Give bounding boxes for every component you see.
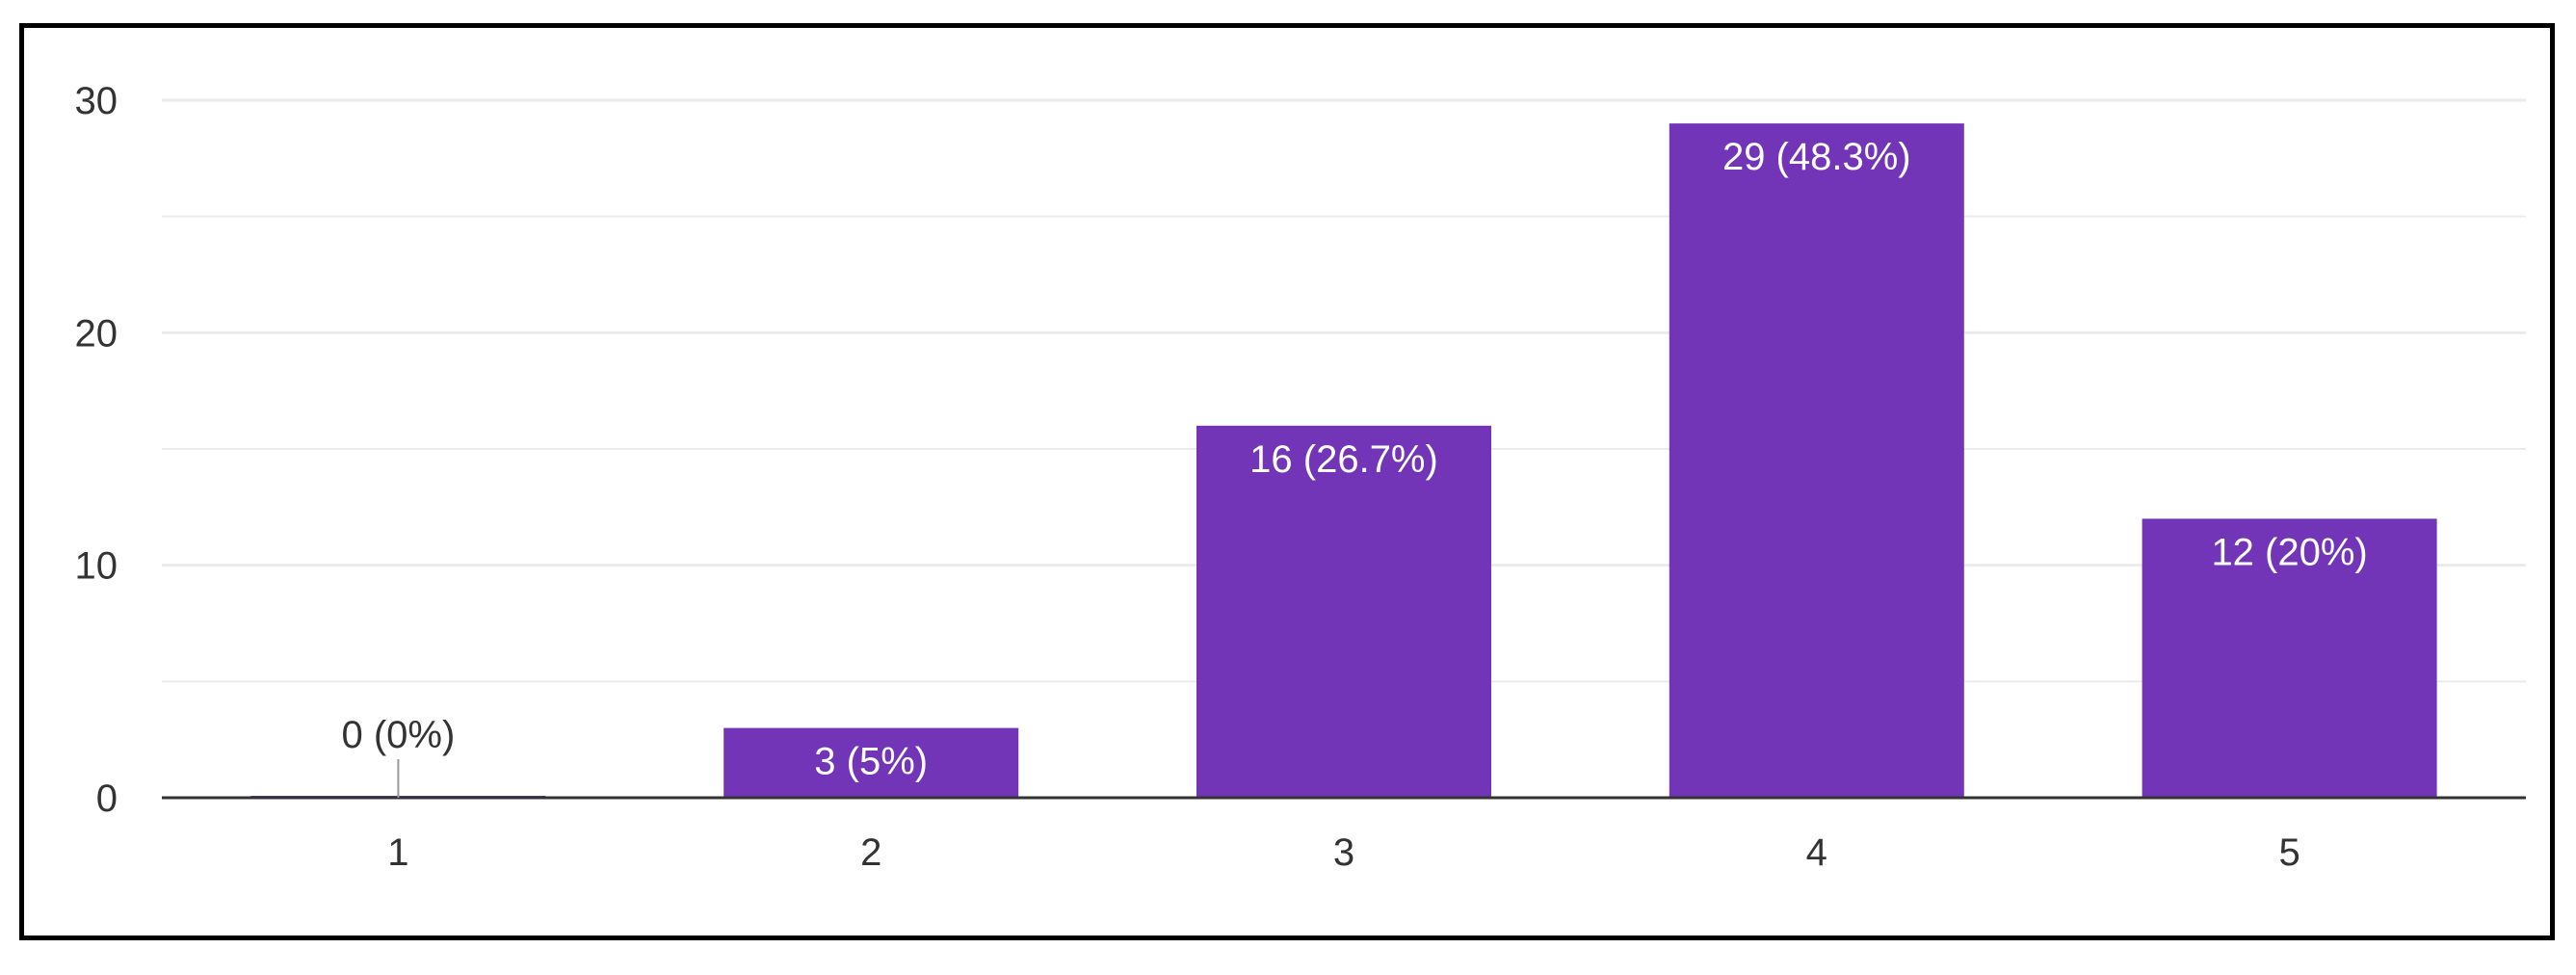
gridlines bbox=[162, 98, 2526, 683]
bar-3 bbox=[1196, 425, 1491, 798]
x-tick-label: 5 bbox=[2278, 831, 2300, 874]
x-tick-label: 3 bbox=[1333, 831, 1354, 874]
y-tick-label: 20 bbox=[75, 312, 118, 355]
bars bbox=[250, 123, 2437, 799]
x-tick-label: 4 bbox=[1806, 831, 1827, 874]
y-tick-label: 0 bbox=[96, 777, 118, 820]
x-tick-label: 2 bbox=[860, 831, 881, 874]
y-tick-label: 10 bbox=[75, 545, 118, 588]
data-label: 29 (48.3%) bbox=[1722, 136, 1911, 178]
data-label: 3 (5%) bbox=[814, 741, 928, 783]
data-labels: 0 (0%) 3 (5%) 16 (26.7%) 29 (48.3%) 12 (20%) bbox=[341, 136, 2368, 798]
y-axis-tick-labels: 0 10 20 30 bbox=[75, 80, 118, 820]
bar-2 bbox=[723, 727, 1019, 798]
y-tick-label: 30 bbox=[75, 80, 118, 122]
data-label: 16 (26.7%) bbox=[1249, 438, 1438, 481]
x-axis-tick-labels: 1 2 3 4 5 bbox=[387, 831, 2300, 874]
bar-5 bbox=[2142, 518, 2437, 798]
bar-4 bbox=[1669, 123, 1964, 799]
data-label: 12 (20%) bbox=[2211, 531, 2367, 573]
data-label: 0 (0%) bbox=[341, 714, 455, 756]
x-tick-label: 1 bbox=[387, 831, 408, 874]
